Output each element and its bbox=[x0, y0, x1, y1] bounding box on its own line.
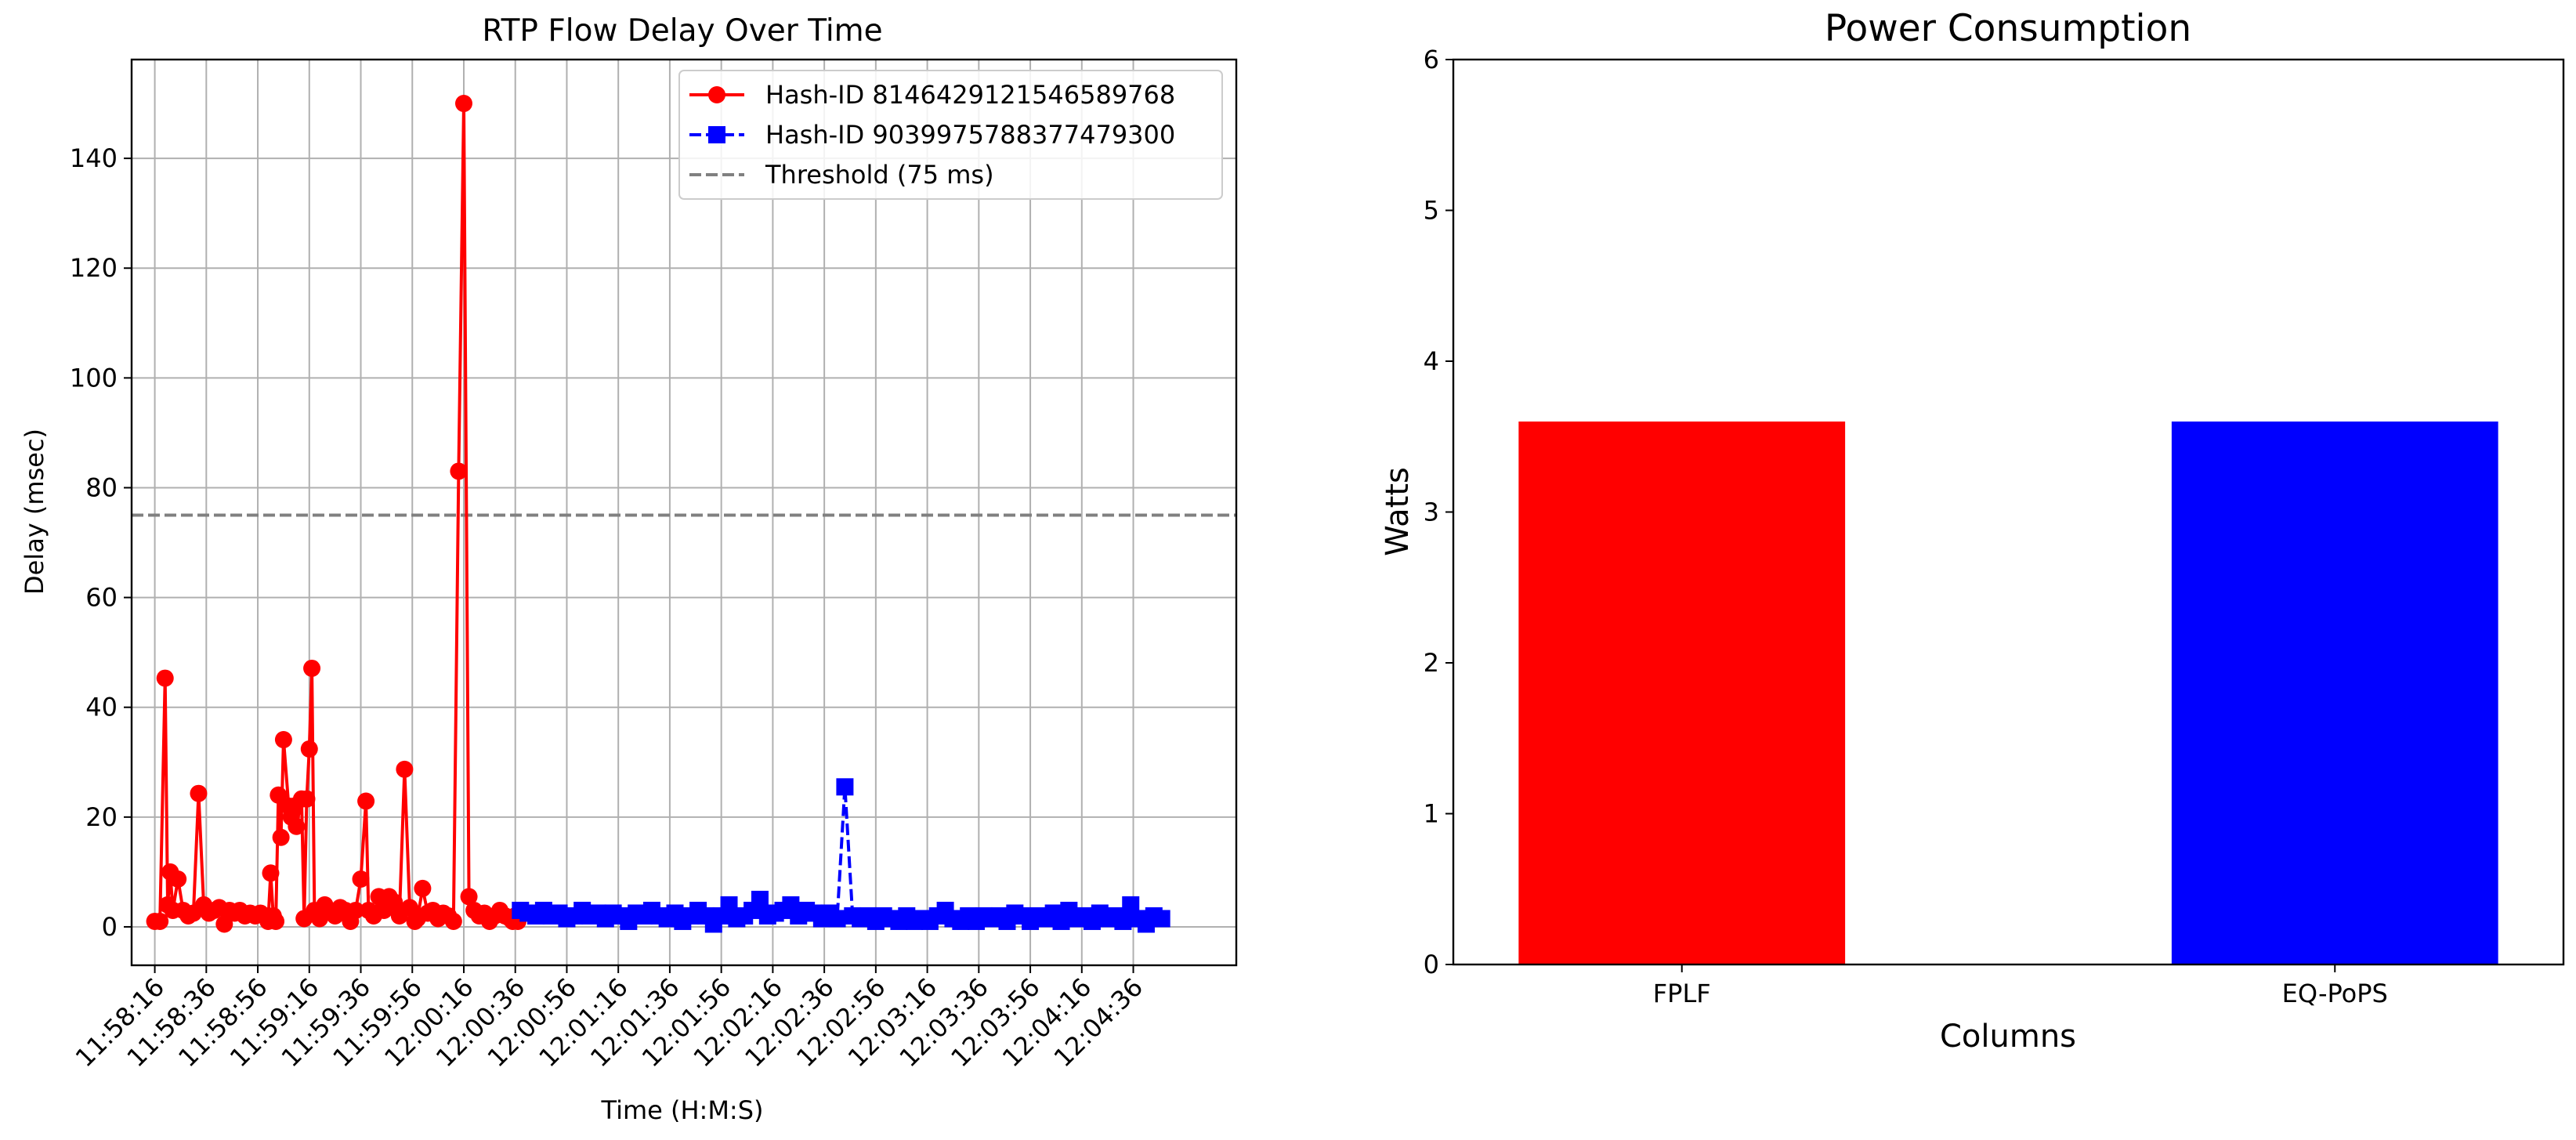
y-tick-label: 5 bbox=[1424, 196, 1439, 226]
chart1-series bbox=[146, 95, 1170, 933]
series-1-point bbox=[352, 870, 370, 888]
series-1-point bbox=[454, 95, 472, 113]
y-tick-label: 1 bbox=[1424, 799, 1439, 829]
series-1-point bbox=[460, 888, 478, 906]
series-line-red bbox=[146, 95, 527, 933]
series-1-point bbox=[267, 912, 285, 930]
series-1-point bbox=[414, 879, 432, 897]
bar-eq-pops bbox=[2171, 422, 2498, 964]
chart1-title: RTP Flow Delay Over Time bbox=[482, 13, 882, 49]
series-1-point bbox=[300, 740, 318, 758]
chart2-x-axis: FPLF EQ-PoPS bbox=[1653, 964, 2388, 1008]
x-tick-label: FPLF bbox=[1653, 979, 1711, 1008]
y-tick-label: 80 bbox=[85, 472, 118, 502]
series-1-point bbox=[346, 901, 364, 919]
series-2-point bbox=[1152, 910, 1170, 928]
legend-label-series-2: Hash-ID 9039975788377479300 bbox=[765, 120, 1175, 150]
series-1-point bbox=[156, 669, 174, 687]
chart1-plot-frame bbox=[130, 58, 1238, 967]
series-1-point bbox=[270, 786, 288, 804]
series-1-point bbox=[274, 731, 292, 749]
series-1-point bbox=[385, 893, 403, 911]
chart2-x-axis-label: Columns bbox=[1940, 1019, 2076, 1055]
series-1-point bbox=[303, 659, 321, 677]
series-2-point bbox=[1114, 912, 1132, 930]
y-tick-label: 40 bbox=[85, 693, 118, 722]
series-1-point bbox=[215, 915, 233, 933]
legend-entry-series-1: Hash-ID 8146429121546589768 bbox=[689, 80, 1175, 110]
power-bar-chart: Power Consumption 0 1 2 3 4 5 6 FPLF EQ-PoPS Co… bbox=[1380, 7, 2565, 1055]
chart2-y-axis: 0 1 2 3 4 5 6 bbox=[1424, 45, 1453, 979]
chart2-y-axis-label: Watts bbox=[1380, 467, 1416, 556]
series-1-point bbox=[288, 817, 306, 835]
x-tick-label: EQ-PoPS bbox=[2282, 979, 2388, 1008]
series-2-point bbox=[751, 890, 769, 908]
legend-marker-circle-icon bbox=[708, 86, 725, 103]
y-tick-label: 20 bbox=[85, 802, 118, 832]
series-1-point bbox=[444, 912, 462, 930]
chart2-title: Power Consumption bbox=[1825, 7, 2191, 50]
series-line-blue bbox=[512, 778, 1170, 933]
series-1-point bbox=[450, 462, 468, 480]
y-tick-label: 120 bbox=[70, 253, 118, 283]
y-tick-label: 0 bbox=[102, 912, 118, 942]
y-tick-label: 140 bbox=[70, 143, 118, 173]
y-tick-label: 3 bbox=[1424, 498, 1439, 527]
y-tick-label: 100 bbox=[70, 363, 118, 393]
y-tick-label: 60 bbox=[85, 583, 118, 613]
series-1-point bbox=[262, 864, 280, 882]
series-2-point bbox=[828, 910, 846, 928]
chart1-y-axis: 0 20 40 60 80 100 120 140 bbox=[70, 143, 132, 942]
bar-fplf bbox=[1518, 422, 1846, 964]
legend-label-series-1: Hash-ID 8146429121546589768 bbox=[765, 80, 1175, 110]
legend-entry-threshold: Threshold (75 ms) bbox=[689, 160, 994, 190]
series-1-point bbox=[298, 790, 316, 808]
legend-label-threshold: Threshold (75 ms) bbox=[765, 160, 994, 190]
chart1-legend: Hash-ID 8146429121546589768 Hash-ID 9039… bbox=[678, 70, 1223, 200]
series-1-point bbox=[396, 760, 414, 778]
y-tick-label: 0 bbox=[1424, 950, 1439, 979]
legend-marker-square-icon bbox=[708, 126, 725, 143]
series-2-point bbox=[1122, 896, 1140, 914]
chart1-y-axis-label: Delay (msec) bbox=[20, 429, 49, 595]
series-2-point bbox=[720, 896, 738, 914]
chart1-x-axis-label: Time (H:M:S) bbox=[601, 1095, 764, 1125]
legend-box bbox=[678, 70, 1223, 200]
chart2-bars bbox=[1518, 422, 2498, 964]
y-tick-label: 4 bbox=[1424, 346, 1439, 376]
series-1-point bbox=[357, 792, 375, 810]
series-1-point bbox=[169, 870, 187, 888]
series-1-point bbox=[272, 828, 290, 846]
y-tick-label: 2 bbox=[1424, 648, 1439, 678]
series-1-point bbox=[151, 912, 169, 930]
series-2-point bbox=[836, 778, 854, 796]
series-1-point bbox=[190, 784, 208, 802]
y-tick-label: 6 bbox=[1424, 45, 1439, 74]
legend-entry-series-2: Hash-ID 9039975788377479300 bbox=[689, 120, 1175, 150]
